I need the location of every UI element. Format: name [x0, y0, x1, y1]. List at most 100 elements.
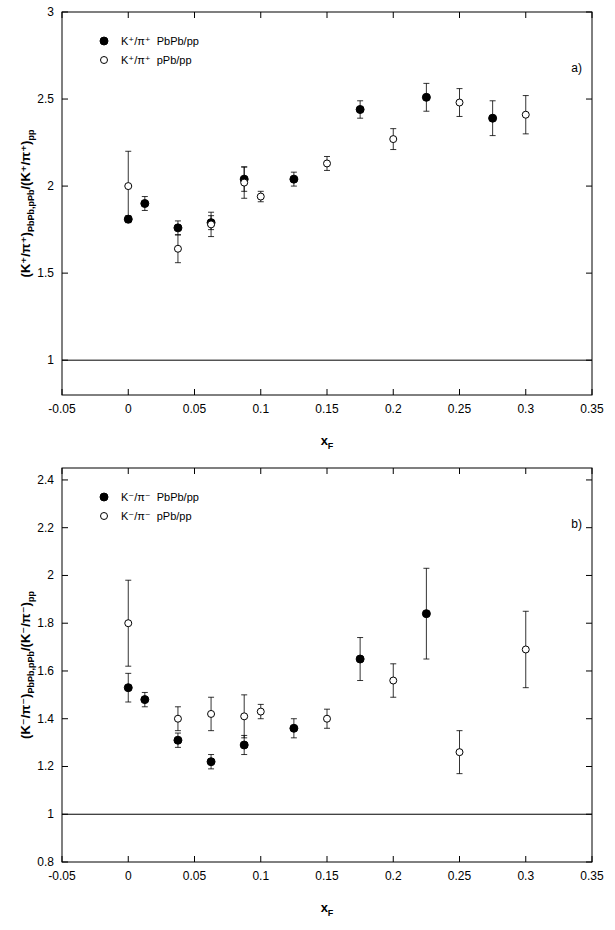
error-cap — [175, 747, 181, 748]
error-bar — [423, 568, 429, 659]
y-tick — [62, 186, 68, 187]
y-tick-label: 2.4 — [37, 473, 54, 487]
plot-frame — [62, 12, 592, 395]
panel-label: b) — [571, 517, 582, 531]
error-bar — [357, 101, 363, 118]
data-point — [290, 724, 298, 732]
x-tick — [327, 389, 328, 395]
data-point — [324, 160, 331, 167]
x-tick — [128, 389, 129, 395]
data-point — [207, 758, 215, 766]
y-tick-label: 1.5 — [37, 266, 54, 280]
y-label-part: PbPb,pPb — [26, 189, 36, 232]
x-label-part: F — [328, 441, 334, 451]
x-tick — [327, 856, 328, 862]
x-tick-top — [62, 12, 63, 18]
x-tick-label: 0.15 — [315, 869, 339, 883]
y-tick-right — [586, 479, 592, 480]
error-cap — [208, 212, 214, 213]
chart-panel: -0.0500.050.10.150.20.250.30.3511.522.53… — [18, 5, 604, 451]
error-bar — [175, 235, 181, 263]
x-tick-top — [592, 12, 593, 18]
data-point — [174, 224, 182, 232]
data-point — [489, 114, 497, 122]
y-tick-label: 1.8 — [37, 616, 54, 630]
data-point — [257, 193, 264, 200]
error-bar — [142, 692, 148, 706]
legend: K⁺/π⁺ PbPb/pp K⁺/π⁺ pPb/pp — [100, 35, 199, 66]
legend-marker — [100, 493, 108, 501]
error-cap — [125, 673, 131, 674]
error-cap — [490, 100, 496, 101]
y-axis-label: (K⁻/π⁻)PbPb,pPb/(K⁻/π⁻)pp — [18, 591, 36, 739]
error-bar — [208, 755, 214, 769]
legend-label: K⁺/π⁺ PbPb/pp — [121, 35, 199, 47]
x-tick — [393, 856, 394, 862]
x-tick-top — [459, 12, 460, 18]
x-tick-top — [128, 12, 129, 18]
data-point — [141, 696, 149, 704]
y-tick-label: 2.2 — [37, 521, 54, 535]
error-bar — [390, 129, 396, 150]
error-cap — [324, 170, 330, 171]
x-tick-label: 0 — [125, 402, 132, 416]
x-tick-top — [592, 468, 593, 474]
error-cap — [208, 768, 214, 769]
error-cap — [208, 697, 214, 698]
error-cap — [125, 580, 131, 581]
error-cap — [125, 666, 131, 667]
y-tick-right — [586, 12, 592, 13]
y-tick — [62, 862, 68, 863]
y-tick-label: 2.5 — [37, 92, 54, 106]
error-cap — [357, 100, 363, 101]
error-cap — [457, 116, 463, 117]
x-tick-label: 0.3 — [517, 402, 534, 416]
x-tick — [459, 856, 460, 862]
data-point — [456, 99, 463, 106]
y-tick-label: 2 — [47, 568, 54, 582]
legend-label: K⁻/π⁻ pPb/pp — [121, 510, 192, 522]
error-bar — [125, 151, 131, 221]
y-tick-right — [586, 623, 592, 624]
error-cap — [241, 166, 247, 167]
error-bar — [258, 191, 264, 201]
y-tick-label: 2 — [47, 179, 54, 193]
y-tick-right — [586, 718, 592, 719]
plot-frame — [62, 468, 592, 862]
error-cap — [208, 236, 214, 237]
x-tick-label: -0.05 — [48, 402, 76, 416]
x-tick-top — [393, 468, 394, 474]
x-tick-label: 0.05 — [183, 402, 207, 416]
y-tick — [62, 575, 68, 576]
y-tick-label: 1 — [47, 353, 54, 367]
y-tick — [62, 527, 68, 528]
x-tick — [62, 389, 63, 395]
error-cap — [523, 133, 529, 134]
error-cap — [457, 730, 463, 731]
y-tick — [62, 718, 68, 719]
error-cap — [291, 737, 297, 738]
error-cap — [208, 754, 214, 755]
y-tick-label: 0.8 — [37, 855, 54, 869]
legend-label: K⁺/π⁺ pPb/pp — [121, 54, 192, 66]
y-tick-right — [586, 862, 592, 863]
error-bar — [175, 221, 181, 235]
data-area — [62, 568, 592, 814]
panel-label: a) — [571, 61, 582, 75]
data-point — [522, 111, 529, 118]
y-tick — [62, 273, 68, 274]
error-bar — [291, 172, 297, 186]
error-bar — [357, 638, 363, 681]
error-bar — [125, 673, 131, 702]
data-point — [356, 655, 364, 663]
error-cap — [175, 262, 181, 263]
error-cap — [175, 234, 181, 235]
error-cap — [175, 234, 181, 235]
x-tick-label: -0.05 — [48, 869, 76, 883]
data-point — [174, 736, 182, 744]
y-tick-label: 3 — [47, 5, 54, 19]
error-bar — [457, 731, 463, 774]
error-bar — [324, 709, 330, 728]
y-tick-right — [586, 186, 592, 187]
data-point — [125, 620, 132, 627]
